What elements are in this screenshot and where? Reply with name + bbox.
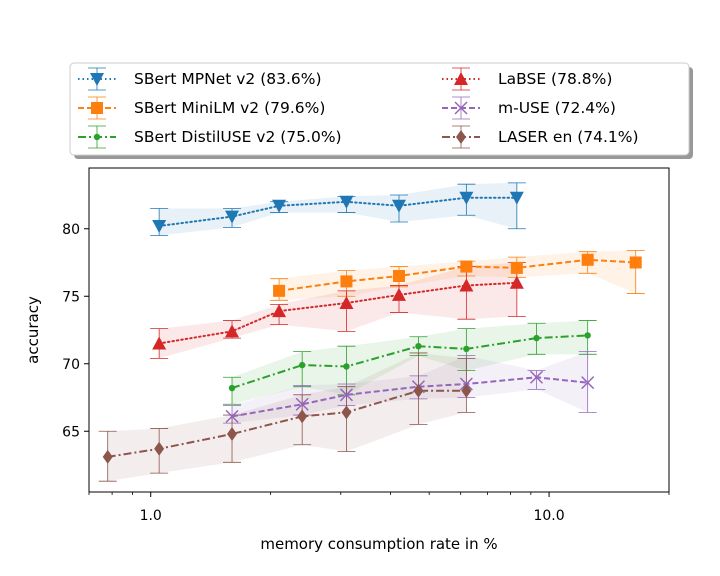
- series-5-point: [341, 405, 352, 420]
- series-5-point: [297, 409, 308, 424]
- legend-label: m-USE (72.4%): [498, 99, 616, 117]
- series-4-point: [581, 376, 595, 390]
- series-5-point: [154, 441, 165, 456]
- series-4-point: [295, 397, 309, 411]
- y-tick-label: 75: [62, 289, 80, 305]
- series-2-point: [343, 363, 350, 370]
- series-4-errorbar: [527, 370, 546, 390]
- series-1-point: [629, 256, 642, 269]
- series-1-point: [460, 260, 473, 273]
- x-axis-label: memory consumption rate in %: [260, 535, 497, 553]
- series-1-point: [392, 270, 405, 282]
- series-0-point: [272, 199, 287, 213]
- series-2-point: [584, 332, 591, 339]
- x-tick-label: 1.0: [140, 508, 162, 524]
- series-2-point: [228, 384, 236, 392]
- series-2-point: [298, 361, 306, 369]
- series-0-point: [459, 191, 474, 205]
- legend-label: LaBSE (78.8%): [498, 70, 612, 88]
- series-3-point: [152, 336, 167, 350]
- plot-frame: [88, 167, 670, 493]
- y-tick-label: 65: [62, 424, 80, 440]
- series-3-band: [159, 262, 517, 359]
- y-axis-label: accuracy: [24, 296, 42, 364]
- legend-label: LASER en (74.1%): [498, 128, 639, 146]
- legend-entry-5: LASER en (74.1%): [442, 125, 639, 149]
- series-4-point: [339, 388, 353, 402]
- series-0-point: [339, 195, 354, 209]
- series-5-point: [461, 383, 472, 398]
- series-4-point: [529, 370, 544, 384]
- legend-label: SBert DistilUSE v2 (75.0%): [134, 128, 342, 146]
- legend-marker: [454, 101, 468, 115]
- legend-entry-3: LaBSE (78.8%): [442, 67, 612, 91]
- series-0-band: [159, 182, 517, 236]
- legend-marker: [93, 133, 101, 141]
- series-3-point: [339, 296, 354, 309]
- series-0-point: [509, 191, 524, 205]
- series-3-point: [459, 278, 474, 292]
- series-markers: [102, 191, 642, 464]
- legend-marker: [454, 72, 468, 85]
- series-0-errorbar: [507, 182, 526, 230]
- series-5-point: [102, 449, 113, 464]
- series-5-point: [227, 426, 238, 441]
- series-3-point: [225, 324, 240, 338]
- series-0-point: [391, 199, 406, 213]
- series-5-point: [413, 383, 424, 398]
- series-3-point: [509, 275, 524, 289]
- legend: SBert MPNet v2 (83.6%) SBert MiniLM v2 (7…: [69, 62, 693, 159]
- series-4-point: [225, 409, 239, 423]
- series-1-point: [340, 275, 353, 288]
- series-0-point: [152, 220, 167, 234]
- series-5-band: [107, 353, 467, 482]
- legend-marker: [90, 73, 104, 86]
- series-3-point: [391, 287, 406, 301]
- series-0-point: [225, 210, 240, 224]
- y-tick-label: 80: [62, 222, 80, 238]
- x-tick-label: 10.0: [533, 508, 564, 524]
- series-2-point: [415, 343, 422, 350]
- series-1-band: [279, 250, 636, 301]
- legend-label: SBert MiniLM v2 (79.6%): [134, 99, 325, 117]
- legend-marker: [91, 102, 103, 114]
- legend-entry-1: SBert MiniLM v2 (79.6%): [78, 96, 325, 120]
- legend-marker: [456, 130, 466, 144]
- y-tick-label: 70: [62, 357, 80, 373]
- series-1-point: [581, 253, 594, 266]
- series-1-point: [273, 284, 286, 297]
- legend-label: SBert MPNet v2 (83.6%): [134, 70, 322, 88]
- series-2-point: [533, 334, 540, 342]
- legend-box: [69, 62, 690, 156]
- legend-entry-0: SBert MPNet v2 (83.6%): [78, 67, 322, 91]
- series-2-point: [463, 345, 470, 353]
- series-3-point: [272, 304, 287, 318]
- legend-entry-2: SBert DistilUSE v2 (75.0%): [78, 125, 342, 149]
- legend-entry-4: m-USE (72.4%): [442, 96, 616, 120]
- series-1-point: [510, 261, 523, 274]
- confidence-bands: [107, 182, 636, 482]
- axes: 65 70 75 80 1.0 10.0: [62, 222, 670, 524]
- series-2-band: [232, 320, 588, 405]
